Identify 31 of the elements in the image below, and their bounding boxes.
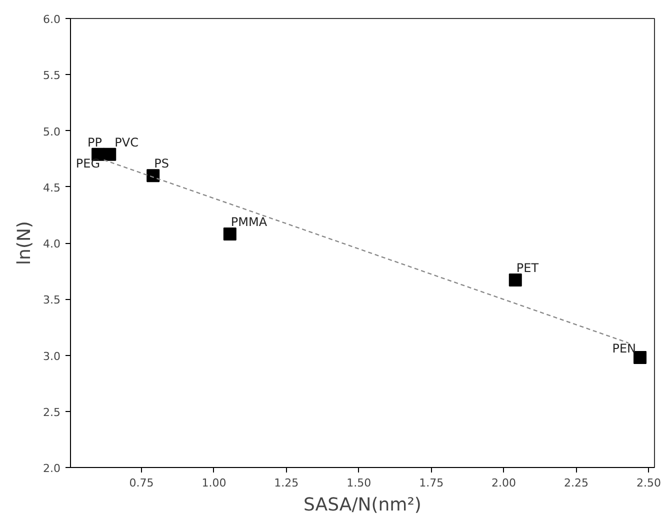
point [634,350,647,364]
y-axis-title: ln(N) [14,221,36,265]
y-tick-label: 2.5 [43,406,61,419]
x-tick-label: 2.00 [492,476,516,490]
y-tick-label: 5.5 [43,69,61,82]
annotation: PEN [612,341,636,356]
x-tick-label: 1.75 [419,476,444,490]
y-tick-label: 2.0 [43,462,61,475]
y-tick-label: 6.0 [43,13,61,26]
annotation: PS [154,156,169,171]
y-tick-label: 5.0 [43,125,61,138]
y-tick-label: 4.5 [43,181,61,194]
x-tick-label: 1.25 [274,476,299,490]
annotation: PMMA [230,215,268,230]
x-tick-label: 1.00 [202,476,226,490]
x-tick-label: 2.25 [564,476,588,490]
annotation: PP [88,135,102,150]
point [223,228,236,241]
y-tick-label: 3.5 [43,294,61,307]
y-tick-label: 4.0 [43,238,61,250]
point [508,274,522,287]
annotation: PEG [76,156,100,170]
x-tick-label: 0.75 [129,476,154,490]
point [103,148,116,161]
annotation: PVC [114,135,138,150]
x-tick-label: 1.50 [346,476,372,490]
annotation: PET [516,261,540,276]
point [146,169,160,182]
x-tick-label: 2.50 [636,476,661,490]
y-tick-label: 3.0 [43,350,61,363]
x-axis-title: SASA/N(nm²) [304,494,422,516]
